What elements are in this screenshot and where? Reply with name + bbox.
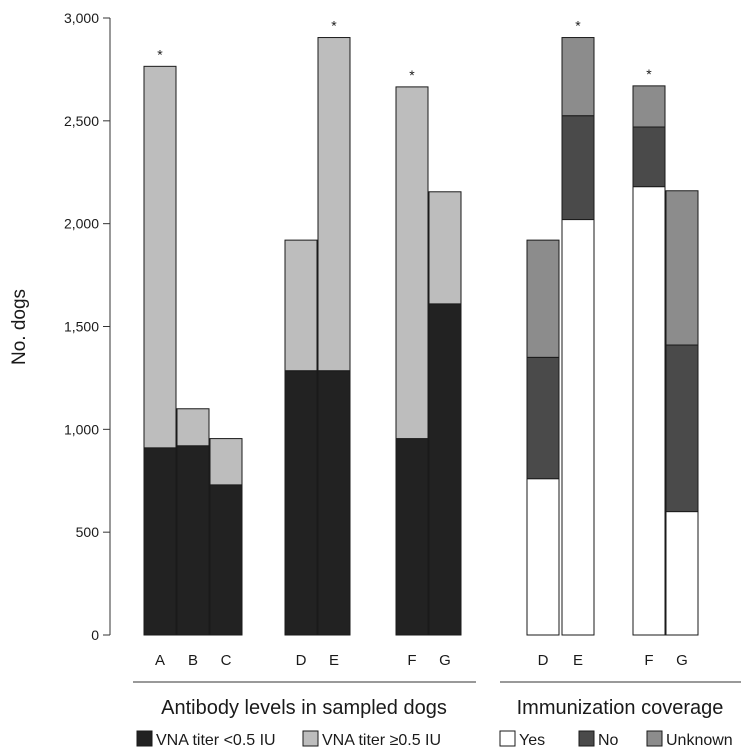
x-tick-label: E — [329, 652, 339, 669]
significance-star: * — [331, 18, 337, 34]
bar-segment-f-1-s1 — [395, 438, 429, 636]
bar-segment-g-2-s3 — [665, 190, 699, 346]
x-tick-label: B — [188, 652, 198, 669]
y-tick-label: 500 — [76, 524, 100, 540]
y-tick-label: 1,500 — [64, 319, 99, 335]
bar-segment-f-1-s2 — [395, 86, 429, 440]
bar-segment-d-1-s1 — [284, 370, 318, 636]
bar-segment-g-2-s2 — [665, 344, 699, 513]
bar-segment-d-1-s2 — [284, 239, 318, 372]
bar-segment-d-2-s3 — [526, 239, 560, 358]
bar-segment-e-1-s2 — [317, 37, 351, 372]
bar-segment-a-1-s1 — [143, 447, 177, 636]
y-tick-label: 2,000 — [64, 216, 99, 232]
legend-swatch — [136, 730, 153, 747]
bars: * * * * * — [143, 18, 699, 636]
bar-segment-c-1-s1 — [209, 484, 243, 636]
x-tick-label: F — [644, 652, 653, 669]
y-tick-label: 0 — [91, 627, 99, 643]
bar-segment-d-2-s2 — [526, 356, 560, 480]
y-tick-label: 1,000 — [64, 421, 99, 437]
significance-star: * — [646, 66, 652, 82]
legend-label: VNA titer <0.5 IU — [156, 732, 276, 749]
panel-1-title: Antibody levels in sampled dogs — [161, 697, 447, 719]
legend-swatch — [646, 730, 663, 747]
legend: VNA titer <0.5 IU VNA titer ≥0.5 IU Yes No U… — [136, 730, 733, 749]
legend-label: Yes — [519, 732, 545, 749]
bar-segment-g-1-s2 — [428, 191, 462, 305]
x-tick-label: A — [155, 652, 165, 669]
bar-segment-d-2-s1 — [526, 478, 560, 636]
bar-segment-a-1-s2 — [143, 65, 177, 449]
legend-label: No — [598, 732, 619, 749]
legend-swatch — [499, 730, 516, 747]
x-tick-label: G — [439, 652, 451, 669]
panel-titles: Antibody levels in sampled dogs Immuniza… — [133, 681, 741, 719]
x-tick-label: F — [407, 652, 416, 669]
significance-star: * — [157, 46, 163, 62]
bar-segment-g-2-s1 — [665, 511, 699, 636]
bar-segment-g-1-s1 — [428, 303, 462, 636]
legend-label: Unknown — [666, 732, 733, 749]
x-tick-label: D — [538, 652, 549, 669]
bar-segment-f-2-s2 — [632, 126, 666, 188]
y-axis: 0 500 1,000 1,500 2,000 2,500 3,000 — [64, 10, 111, 643]
y-tick-label: 3,000 — [64, 10, 99, 26]
bar-segment-b-1-s1 — [176, 445, 210, 636]
significance-star: * — [575, 18, 581, 34]
y-tick-label: 2,500 — [64, 113, 99, 129]
y-axis-label: No. dogs — [9, 289, 30, 365]
x-tick-label: E — [573, 652, 583, 669]
bar-segment-e-2-s2 — [561, 115, 595, 221]
x-tick-label: C — [221, 652, 232, 669]
panel-2-title: Immunization coverage — [517, 697, 724, 719]
bar-segment-e-2-s3 — [561, 37, 595, 117]
x-tick-label: D — [296, 652, 307, 669]
bar-segment-f-2-s1 — [632, 186, 666, 636]
bar-segment-f-2-s3 — [632, 85, 666, 128]
legend-swatch — [302, 730, 319, 747]
legend-swatch — [578, 730, 595, 747]
bar-segment-b-1-s2 — [176, 408, 210, 447]
legend-label: VNA titer ≥0.5 IU — [322, 732, 441, 749]
bar-segment-e-1-s1 — [317, 370, 351, 636]
significance-star: * — [409, 67, 415, 83]
x-tick-label: G — [676, 652, 688, 669]
bar-segment-e-2-s1 — [561, 219, 595, 636]
bar-segment-c-1-s2 — [209, 438, 243, 486]
